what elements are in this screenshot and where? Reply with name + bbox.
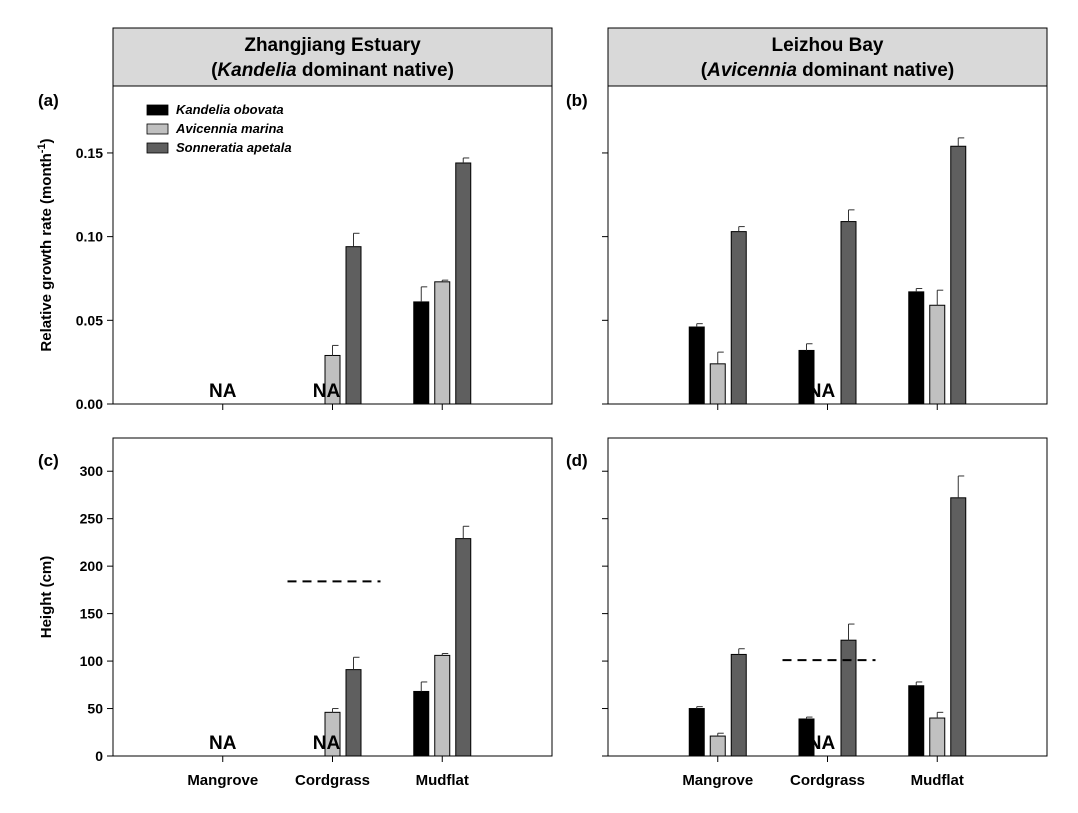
bar-kandelia-mudflat [413,301,430,405]
legend-swatch-avicennia [146,123,169,135]
na-label-cordgrass: NA [808,733,836,754]
bar-avicennia-mudflat [434,281,451,405]
legend-swatch-sonneratia [146,142,169,154]
header-right-line1: Leizhou Bay [772,35,884,56]
panel-label: (c) [38,451,59,470]
bar-sonneratia-mangrove [730,231,747,405]
bar-avicennia-mudflat [929,304,946,405]
bar-kandelia-mudflat [413,690,430,757]
header-left-line1: Zhangjiang Estuary [244,35,421,56]
bar-sonneratia-cordgrass [840,639,857,757]
bar-sonneratia-cordgrass [345,246,362,405]
bar-avicennia-mudflat [434,654,451,757]
bar-kandelia-mudflat [908,685,925,757]
legend: Kandelia obovata Avicennia marina Sonner… [146,102,292,155]
header-right-box [607,27,1048,87]
plot-frame [607,437,1048,757]
y-tick-label: 50 [87,701,103,717]
panel-b-growth-leizhou: (b) NA [566,85,1048,410]
bar-sonneratia-cordgrass [345,669,362,757]
bar-sonneratia-mudflat [950,145,967,405]
legend-label-kandelia: Kandelia obovata [176,102,284,117]
y-tick-label: 0.00 [76,396,103,412]
bar-sonneratia-mudflat [455,538,472,757]
y-axis-label: Relative growth rate (month-1) [36,138,55,351]
bar-kandelia-mangrove [688,708,705,757]
legend-label-sonneratia: Sonneratia apetala [176,140,292,155]
x-tick-label-cordgrass: Cordgrass [790,772,865,789]
panel-label: (b) [566,91,588,110]
bar-avicennia-mangrove [709,735,726,757]
y-tick-label: 0.05 [76,312,103,328]
header-right-line2: (Avicennia dominant native) [701,60,954,81]
bar-kandelia-mangrove [688,326,705,405]
header-left-box [112,27,553,87]
y-tick-label: 200 [80,558,104,574]
x-tick-label-mangrove: Mangrove [682,772,753,789]
na-label-mangrove: NA [209,381,237,402]
bar-avicennia-mangrove [709,363,726,405]
panel-label: (d) [566,451,588,470]
bar-kandelia-mudflat [908,291,925,405]
na-label-mangrove: NA [209,733,237,754]
x-tick-label-mudflat: Mudflat [911,772,964,789]
bar-avicennia-mudflat [929,717,946,757]
bar-sonneratia-mudflat [950,497,967,757]
panel-label: (a) [38,91,59,110]
header-left: Zhangjiang Estuary (Kandelia dominant na… [112,27,553,87]
legend-label-avicennia: Avicennia marina [175,121,284,136]
y-tick-label: 250 [80,511,104,527]
bar-sonneratia-mudflat [455,162,472,405]
y-axis-label: Height (cm) [38,556,55,639]
na-label-cordgrass: NA [313,733,341,754]
na-label-cordgrass: NA [313,381,341,402]
x-tick-label-cordgrass: Cordgrass [295,772,370,789]
legend-swatch-kandelia [146,104,169,116]
y-tick-label: 0.10 [76,229,103,245]
panel-d-height-leizhou: (d) Mangrove Cordgrass Mudflat NA [566,437,1048,789]
panel-a-growth-zhangjiang: (a) 0.00 0.05 0.10 0.15 Relative growth rate … [36,85,553,412]
bar-sonneratia-mangrove [730,653,747,757]
panel-c-height-zhangjiang: (c) 0 50 100 150 200 250 300 Height (cm) Mangrove… [38,437,553,789]
bar-sonneratia-cordgrass [840,221,857,405]
y-tick-label: 0.15 [76,145,103,161]
y-tick-label: 300 [80,463,104,479]
y-tick-label: 0 [95,748,103,764]
x-tick-label-mangrove: Mangrove [187,772,258,789]
na-label-cordgrass: NA [808,381,836,402]
x-tick-label-mudflat: Mudflat [416,772,469,789]
y-tick-label: 150 [80,606,104,622]
header-left-line2: (Kandelia dominant native) [211,60,454,81]
header-right: Leizhou Bay (Avicennia dominant native) [607,27,1048,87]
y-tick-label: 100 [80,653,104,669]
plot-frame [607,85,1048,405]
